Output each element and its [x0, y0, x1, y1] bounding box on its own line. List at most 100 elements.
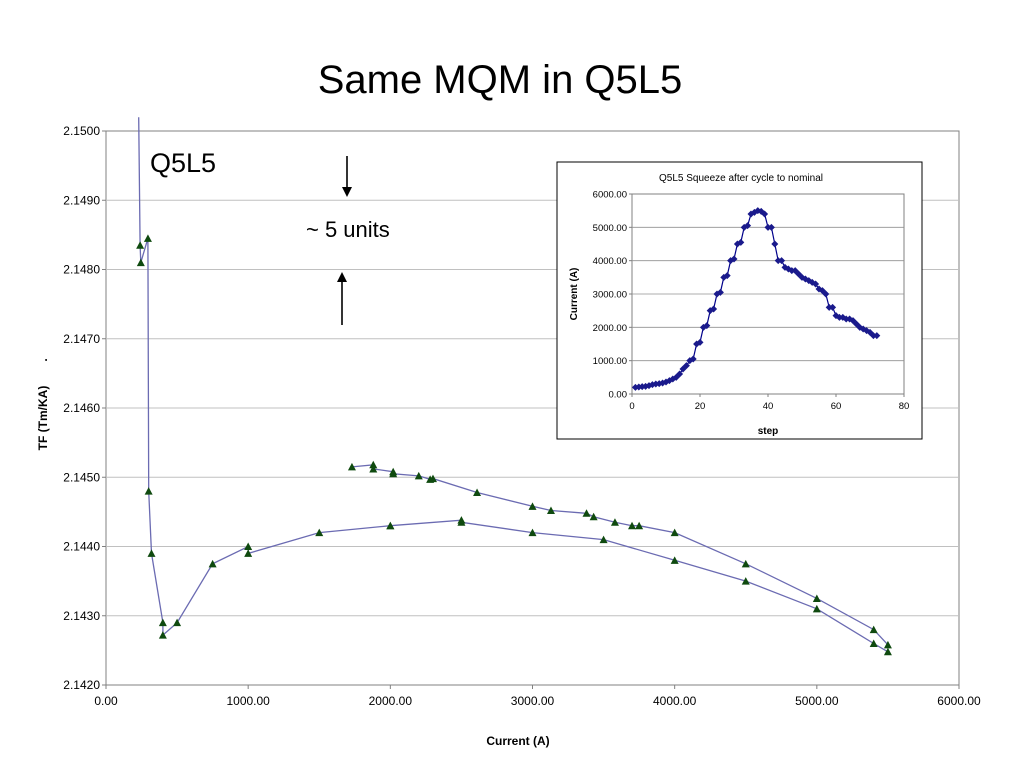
inset-y-tick-label: 6000.00 [593, 190, 627, 201]
diamond-marker [703, 322, 711, 330]
diamond-marker [696, 338, 704, 346]
triangle-marker [670, 528, 679, 537]
diamond-marker [716, 288, 724, 296]
triangle-marker [244, 542, 253, 550]
triangle-marker [528, 528, 537, 537]
triangle-marker [144, 487, 153, 495]
diamond-marker [737, 238, 745, 246]
inset-y-tick-label: 2000.00 [593, 323, 627, 334]
triangle-marker [670, 556, 679, 564]
inset-y-tick-label: 5000.00 [593, 223, 627, 234]
diamond-marker [822, 290, 830, 298]
inset-y-tick-label: 1000.00 [593, 356, 627, 367]
triangle-marker [869, 639, 878, 647]
triangle-marker [610, 518, 619, 526]
main-x-tick-label: 4000.00 [653, 694, 697, 708]
triangle-marker [473, 488, 482, 496]
main-y-tick-labels: 2.1420 2.1430 2.1440 2.1450 2.1460 2.1470 2.14… [63, 124, 100, 692]
inset-x-tick-label: 40 [763, 401, 774, 412]
triangle-marker [369, 464, 378, 473]
triangle-marker [147, 549, 156, 557]
main-x-tick-label: 6000.00 [937, 694, 981, 708]
triangle-marker [869, 625, 878, 634]
diamond-marker [771, 240, 779, 248]
triangle-marker [173, 618, 182, 627]
inset-x-tick-labels: 0 20 40 60 80 [629, 401, 909, 412]
triangle-marker [158, 618, 167, 627]
units-annotation: ~ 5 units [306, 217, 390, 242]
triangle-marker [628, 521, 637, 530]
inset-x-tick-label: 20 [695, 401, 706, 412]
main-x-tick-label: 2000.00 [369, 694, 413, 708]
triangle-marker [635, 521, 644, 530]
diamond-marker [723, 272, 731, 280]
inset-y-axis-label: Current (A) [569, 268, 580, 321]
triangle-marker [143, 234, 152, 242]
main-x-axis-label: Current (A) [486, 734, 549, 748]
inset-y-tick-label: 4000.00 [593, 256, 627, 267]
main-y-tick-label: 2.1420 [63, 678, 100, 692]
triangle-marker [428, 474, 437, 483]
arrow-down-icon [342, 156, 352, 197]
triangle-marker [315, 528, 324, 537]
inset-y-tick-labels: 0.00 1000.00 2000.00 3000.00 4000.00 5000.00 6… [593, 190, 627, 401]
triangle-marker [244, 549, 253, 557]
triangle-marker [369, 460, 378, 469]
inset-chart-title: Q5L5 Squeeze after cycle to nominal [659, 173, 823, 184]
arrow-up-icon [337, 272, 347, 325]
inset-x-tick-label: 80 [899, 401, 910, 412]
diamond-marker [829, 303, 837, 311]
main-x-tick-label: 3000.00 [511, 694, 555, 708]
triangle-marker [528, 502, 537, 510]
main-y-tick-label: 2.1430 [63, 609, 100, 623]
diamond-marker [761, 210, 769, 218]
main-x-tick-label: 1000.00 [226, 694, 270, 708]
diamond-marker [812, 280, 820, 288]
main-y-tick-label: 2.1490 [63, 193, 100, 207]
diamond-marker [767, 223, 775, 231]
main-x-tick-labels: 0.00 1000.00 2000.00 3000.00 4000.00 5000.00 6… [94, 694, 981, 708]
inset-y-tick-label: 0.00 [609, 390, 628, 401]
main-y-tick-label: 2.1440 [63, 540, 100, 554]
diamond-marker [710, 305, 718, 313]
diamond-marker [873, 332, 881, 340]
main-y-tick-label: 2.1450 [63, 470, 100, 484]
triangle-marker [741, 559, 750, 568]
triangle-marker [883, 647, 892, 656]
triangle-marker [136, 241, 145, 249]
inset-chart-border [556, 161, 923, 440]
triangle-marker [599, 535, 608, 544]
triangle-marker [208, 559, 217, 568]
triangle-marker [136, 258, 145, 267]
main-y-axis-label: TF (Tm/KA) [36, 386, 50, 451]
main-x-tick-label: 0.00 [94, 694, 118, 708]
slide-title: Same MQM in Q5L5 [317, 58, 683, 102]
main-y-tick-label: 2.1500 [63, 124, 100, 138]
diamond-marker [689, 355, 697, 363]
main-y-tick-label: 2.1460 [63, 401, 100, 415]
triangle-marker [389, 469, 398, 478]
main-x-tick-label: 5000.00 [795, 694, 839, 708]
diamond-marker [682, 362, 690, 370]
diamond-marker [676, 370, 684, 378]
triangle-marker [582, 509, 591, 517]
main-y-tick-label: 2.1470 [63, 332, 100, 346]
inset-y-tick-label: 3000.00 [593, 290, 627, 301]
inset-x-tick-label: 0 [629, 401, 634, 412]
triangle-marker [883, 640, 892, 649]
triangle-marker [158, 631, 167, 639]
y-axis-label-dot: . [36, 358, 50, 361]
triangle-marker [347, 462, 356, 471]
triangle-marker [386, 521, 395, 530]
diamond-marker [744, 222, 752, 230]
inset-x-axis-label: step [758, 426, 779, 437]
diamond-marker [730, 255, 738, 263]
triangle-marker [414, 471, 423, 480]
inset-x-tick-label: 60 [831, 401, 842, 412]
triangle-marker [741, 577, 750, 585]
triangle-marker [546, 506, 555, 514]
triangle-marker [812, 594, 821, 602]
q5l5-annotation: Q5L5 [150, 148, 216, 178]
triangle-marker [457, 518, 466, 526]
